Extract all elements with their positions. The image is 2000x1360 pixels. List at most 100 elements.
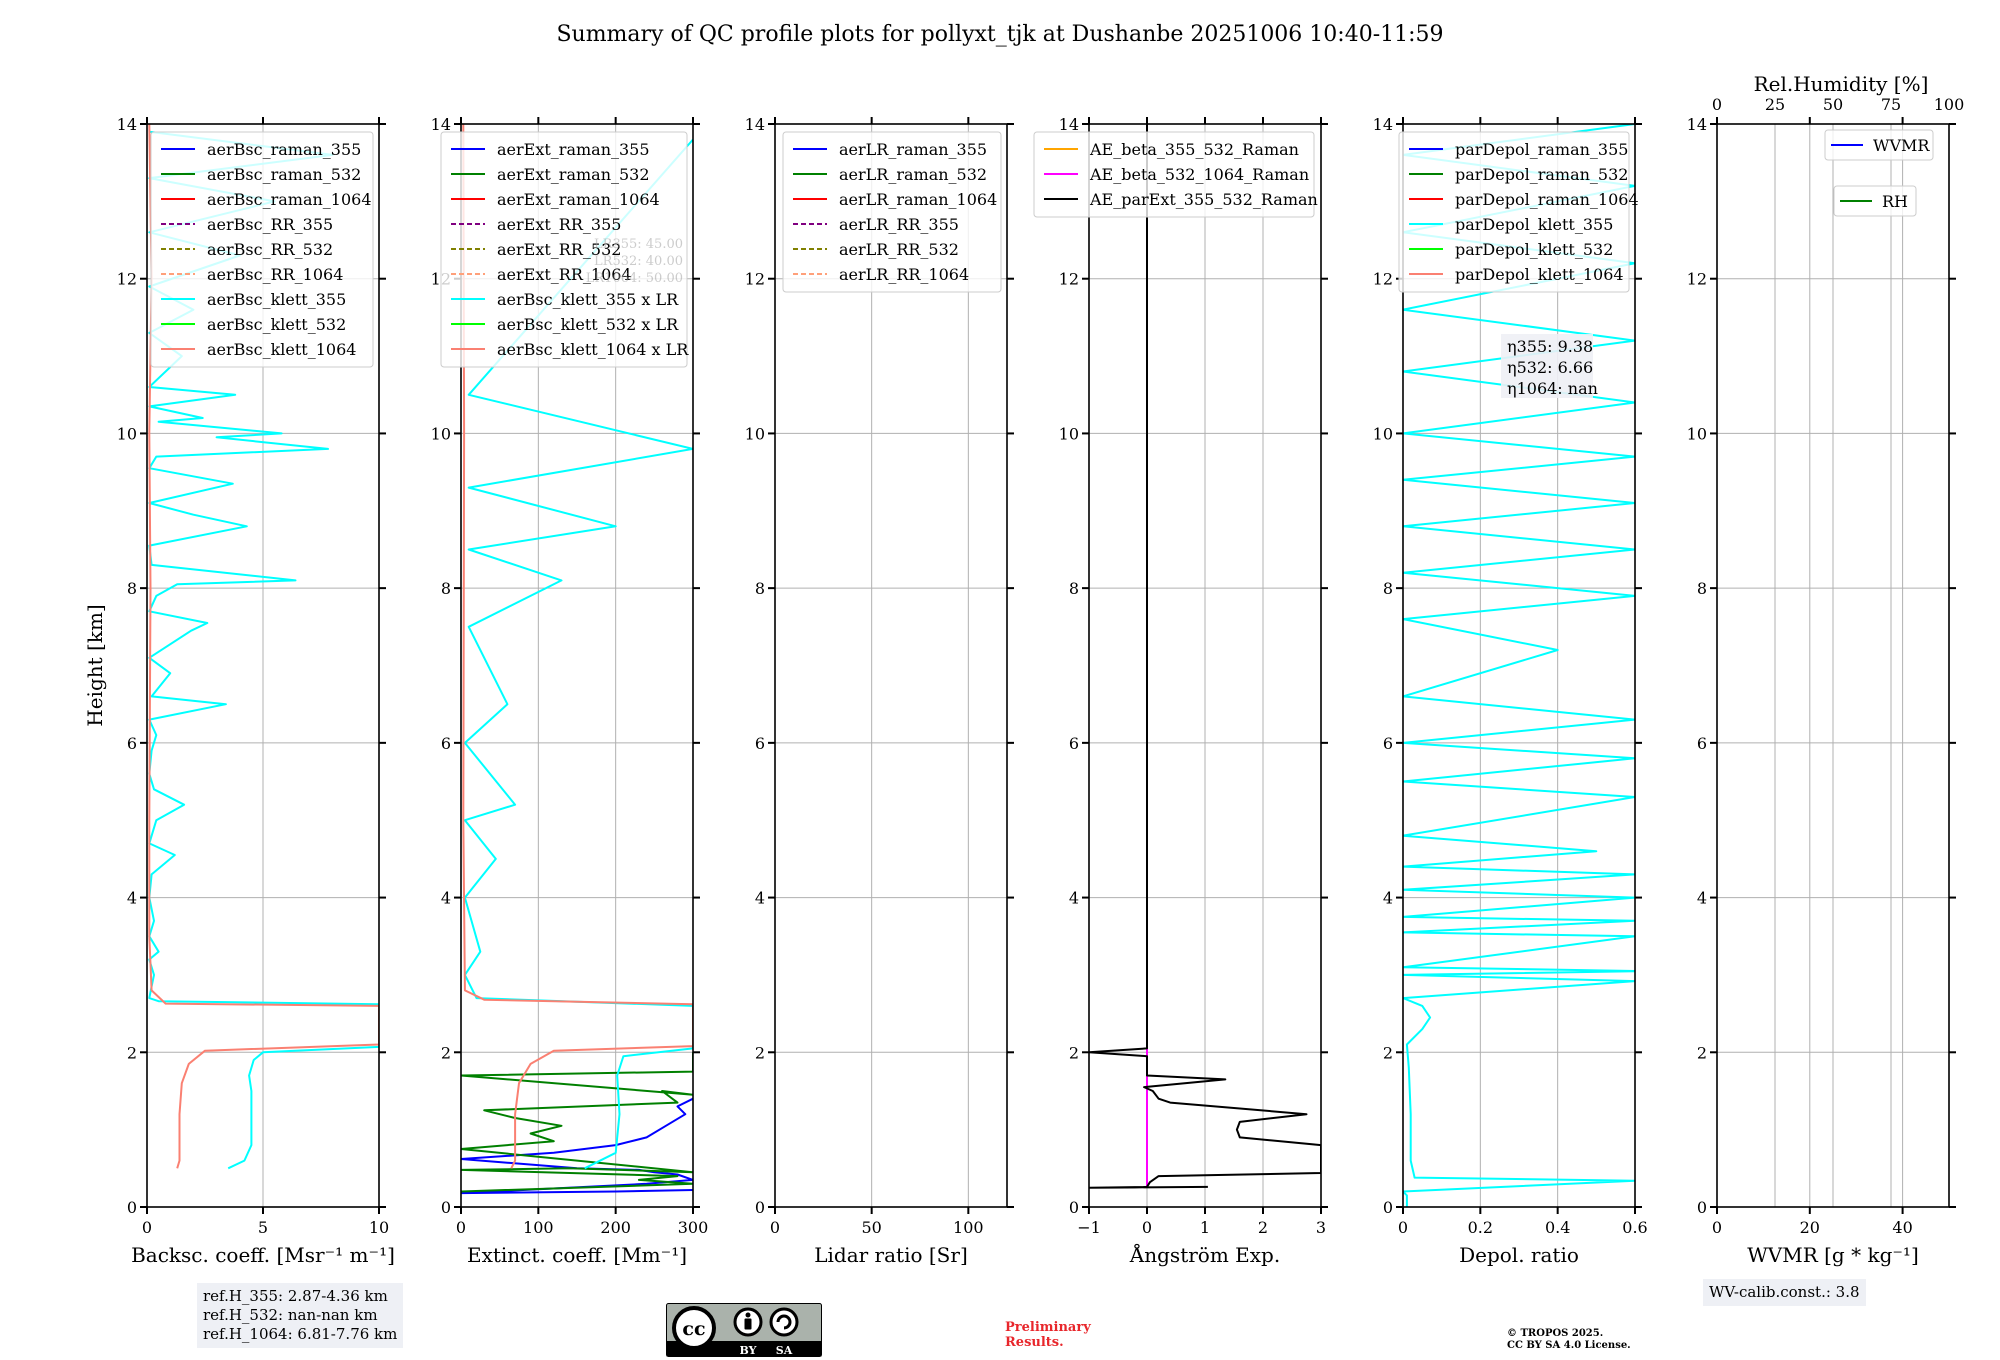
x-axis-label: WVMR [g * kg⁻¹] bbox=[1747, 1243, 1919, 1267]
y-tick-label: 12 bbox=[117, 270, 137, 289]
top-tick-label: 75 bbox=[1881, 95, 1901, 114]
y-tick-label: 10 bbox=[431, 424, 451, 443]
y-tick-label: 2 bbox=[441, 1043, 451, 1062]
by-label: BY bbox=[740, 1344, 757, 1357]
lidar-ratio-annotation: LR1064: 50.00 bbox=[586, 271, 683, 286]
y-tick-label: 14 bbox=[1059, 115, 1079, 134]
y-tick-label: 4 bbox=[127, 889, 137, 908]
legend-box bbox=[1824, 129, 1934, 161]
x-tick-label: 0 bbox=[456, 1218, 466, 1237]
y-tick-label: 8 bbox=[441, 579, 451, 598]
y-tick-label: 14 bbox=[117, 115, 137, 134]
series-aerExt_raman_532 bbox=[461, 1052, 693, 1193]
y-tick-label: 6 bbox=[755, 734, 765, 753]
x-tick-label: 10 bbox=[369, 1218, 389, 1237]
x-tick-label: 40 bbox=[1892, 1218, 1912, 1237]
x-tick-label: 0.4 bbox=[1545, 1218, 1570, 1237]
legend-label: aerBsc_raman_355 bbox=[207, 140, 361, 159]
series-aerBsc_klett_1064 x LR bbox=[462, 124, 693, 1169]
preliminary-line-2: Results. bbox=[1005, 1335, 1064, 1350]
x-tick-label: 50 bbox=[861, 1218, 881, 1237]
x-tick-label: 100 bbox=[953, 1218, 984, 1237]
wv-calibration-constant: WV-calib.const.: 3.8 bbox=[1709, 1283, 1860, 1301]
x-axis-label: Lidar ratio [Sr] bbox=[814, 1243, 968, 1267]
series-group bbox=[461, 124, 693, 1195]
y-tick-label: 0 bbox=[755, 1198, 765, 1217]
legend-label: aerLR_raman_532 bbox=[839, 165, 987, 184]
y-tick-label: 8 bbox=[127, 579, 137, 598]
y-tick-label: 14 bbox=[1687, 115, 1707, 134]
x-tick-label: 2 bbox=[1258, 1218, 1268, 1237]
x-tick-label: 0 bbox=[1398, 1218, 1408, 1237]
reference-height-box: ref.H_355: 2.87-4.36 km ref.H_532: nan-n… bbox=[197, 1283, 404, 1348]
y-tick-label: 2 bbox=[1383, 1043, 1393, 1062]
legend-label: AE_beta_355_532_Raman bbox=[1089, 140, 1299, 159]
wv-calibration-box: WV-calib.const.: 3.8 bbox=[1703, 1279, 1866, 1306]
x-tick-label: 0 bbox=[1142, 1218, 1152, 1237]
y-tick-label: 8 bbox=[1697, 579, 1707, 598]
x-tick-label: 0 bbox=[142, 1218, 152, 1237]
y-tick-label: 4 bbox=[441, 889, 451, 908]
legend-label: parDepol_klett_532 bbox=[1455, 240, 1613, 259]
copyright-note: © TROPOS 2025. CC BY SA 4.0 License. bbox=[1507, 1328, 1631, 1352]
y-tick-label: 0 bbox=[127, 1198, 137, 1217]
x-axis-label: Ångström Exp. bbox=[1129, 1242, 1280, 1267]
preliminary-results-note: Preliminary Results. bbox=[1005, 1320, 1091, 1350]
legend-label: parDepol_raman_532 bbox=[1455, 165, 1628, 184]
top-tick-label: 100 bbox=[1934, 95, 1965, 114]
legend-label: aerExt_raman_1064 bbox=[497, 190, 660, 209]
legend-label: parDepol_klett_1064 bbox=[1455, 265, 1624, 284]
axes-frame bbox=[1402, 123, 1636, 1208]
legend-label: aerBsc_RR_355 bbox=[207, 215, 333, 234]
y-tick-label: 12 bbox=[745, 270, 765, 289]
legend-label: aerExt_raman_532 bbox=[497, 165, 650, 184]
legend-label: WVMR bbox=[1873, 136, 1930, 155]
legend-label: parDepol_raman_1064 bbox=[1455, 190, 1639, 209]
legend-label: parDepol_klett_355 bbox=[1455, 215, 1613, 234]
y-tick-label: 10 bbox=[117, 424, 137, 443]
y-tick-label: 12 bbox=[1373, 270, 1393, 289]
legend-label: aerLR_raman_1064 bbox=[839, 190, 997, 209]
y-tick-label: 8 bbox=[1069, 579, 1079, 598]
x-tick-label: 0 bbox=[770, 1218, 780, 1237]
x-tick-label: −1 bbox=[1077, 1218, 1101, 1237]
legend-label: aerBsc_RR_1064 bbox=[207, 265, 343, 284]
legend-label: aerBsc_raman_532 bbox=[207, 165, 361, 184]
legend-label: parDepol_raman_355 bbox=[1455, 140, 1628, 159]
y-tick-label: 2 bbox=[1697, 1043, 1707, 1062]
eta-box bbox=[1501, 334, 1593, 398]
legend-label: aerExt_RR_355 bbox=[497, 215, 621, 234]
x-tick-label: 300 bbox=[678, 1218, 709, 1237]
lidar-ratio-annotation: LR355: 45.00 bbox=[594, 237, 683, 252]
x-tick-label: 5 bbox=[258, 1218, 268, 1237]
legend-box bbox=[150, 131, 374, 368]
y-tick-label: 10 bbox=[1373, 424, 1393, 443]
y-tick-label: 0 bbox=[441, 1198, 451, 1217]
y-tick-label: 4 bbox=[755, 889, 765, 908]
legend-box bbox=[1833, 185, 1917, 217]
panel-wvmr: 0 20 40 0 2 4 6 8 10 12 14 WVMR [g * kg⁻¹] 0 25 50 75 10… bbox=[1687, 72, 1965, 1267]
legend-label: aerExt_raman_355 bbox=[497, 140, 650, 159]
panel-depol: 0 0.2 0.4 0.6 0 2 4 6 8 10 12 14 Depol. ratio parDepo… bbox=[1373, 115, 1648, 1267]
legend-label: aerLR_raman_355 bbox=[839, 140, 987, 159]
y-tick-label: 4 bbox=[1069, 889, 1079, 908]
y-tick-label: 6 bbox=[1697, 734, 1707, 753]
y-tick-label: 12 bbox=[1687, 270, 1707, 289]
x-tick-label: 20 bbox=[1800, 1218, 1820, 1237]
legend-label: aerBsc_klett_355 x LR bbox=[497, 290, 679, 309]
top-tick-label: 0 bbox=[1712, 95, 1722, 114]
legend-label: RH bbox=[1882, 192, 1908, 211]
lidar-ratio-annotation: LR532: 40.00 bbox=[594, 254, 683, 269]
legend-label: aerExt_RR_1064 bbox=[497, 265, 632, 284]
ref-height-532: ref.H_532: nan-nan km bbox=[203, 1306, 378, 1324]
sa-label: SA bbox=[776, 1344, 793, 1357]
y-tick-label: 14 bbox=[1373, 115, 1393, 134]
y-tick-label: 6 bbox=[127, 734, 137, 753]
x-tick-label: 3 bbox=[1316, 1218, 1326, 1237]
x-axis-label: Extinct. coeff. [Mm⁻¹] bbox=[467, 1243, 687, 1267]
legend-label: aerLR_RR_355 bbox=[839, 215, 959, 234]
legend-box bbox=[440, 131, 688, 368]
top-tick-label: 25 bbox=[1765, 95, 1785, 114]
y-tick-label: 14 bbox=[431, 115, 451, 134]
